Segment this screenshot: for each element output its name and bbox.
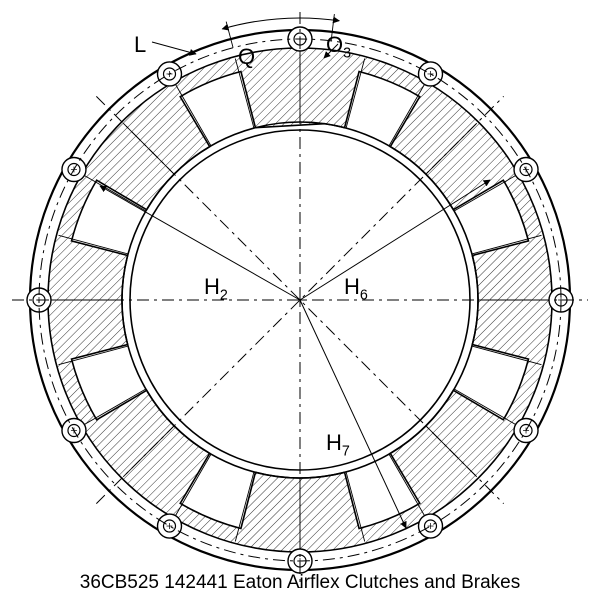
caption: 36CB525 142441 Eaton Airflex Clutches an… xyxy=(0,572,600,594)
label-H7: H7 xyxy=(326,430,350,459)
clutch-diagram-svg xyxy=(0,0,600,600)
label-Q: Q xyxy=(238,44,255,70)
diagram-canvas: { "caption": "36CB525 142441 Eaton Airfl… xyxy=(0,0,600,600)
label-H2: H2 xyxy=(204,274,228,303)
label-H6: H6 xyxy=(344,274,368,303)
label-L: L xyxy=(134,32,146,58)
label-O3: O3 xyxy=(326,32,351,61)
